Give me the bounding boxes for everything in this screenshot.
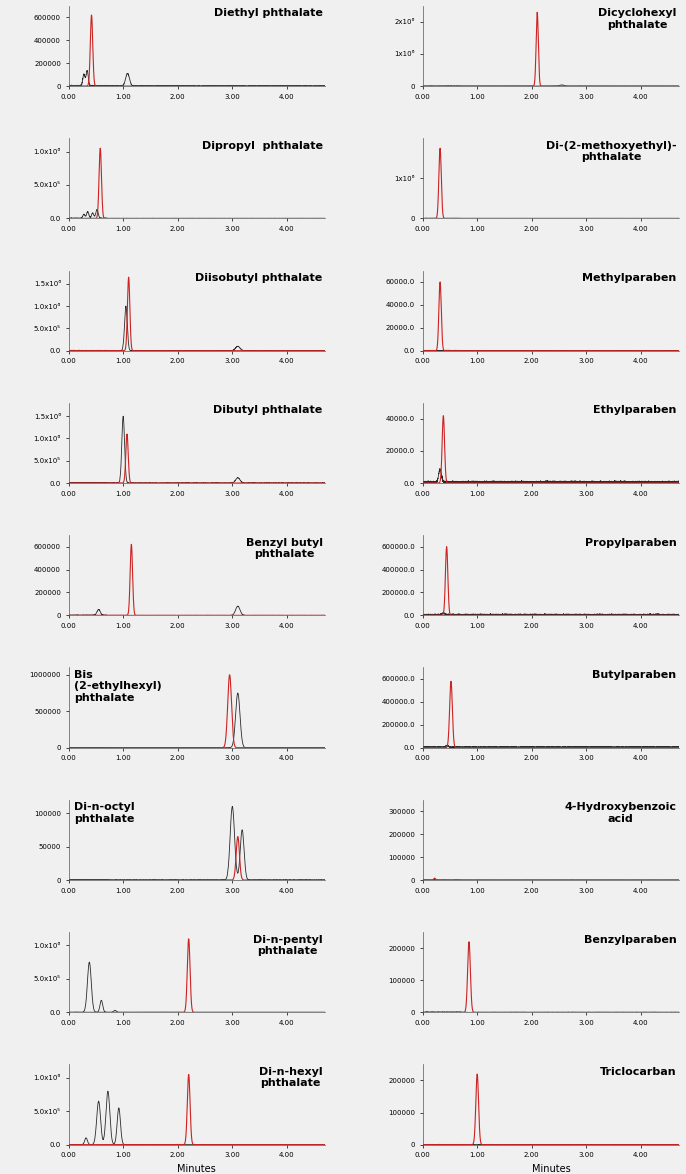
Text: Di-(2-methoxyethyl)-
phthalate: Di-(2-methoxyethyl)- phthalate <box>546 141 676 162</box>
Text: Triclocarban: Triclocarban <box>600 1067 676 1077</box>
Text: Benzylparaben: Benzylparaben <box>584 935 676 945</box>
Text: Ethylparaben: Ethylparaben <box>593 405 676 416</box>
Text: Di-n-octyl
phthalate: Di-n-octyl phthalate <box>73 802 134 824</box>
Text: Dibutyl phthalate: Dibutyl phthalate <box>213 405 322 416</box>
Text: Dipropyl  phthalate: Dipropyl phthalate <box>202 141 322 150</box>
Text: Bis
(2-ethylhexyl)
phthalate: Bis (2-ethylhexyl) phthalate <box>73 670 161 703</box>
X-axis label: Minutes: Minutes <box>178 1163 216 1174</box>
Text: Di-n-hexyl
phthalate: Di-n-hexyl phthalate <box>259 1067 322 1088</box>
Text: Diethyl phthalate: Diethyl phthalate <box>214 8 322 19</box>
Text: Propylparaben: Propylparaben <box>585 538 676 547</box>
Text: Di-n-pentyl
phthalate: Di-n-pentyl phthalate <box>253 935 322 956</box>
Text: Methylparaben: Methylparaben <box>582 272 676 283</box>
Text: 4-Hydroxybenzoic
acid: 4-Hydroxybenzoic acid <box>565 802 676 824</box>
Text: Benzyl butyl
phthalate: Benzyl butyl phthalate <box>246 538 322 559</box>
X-axis label: Minutes: Minutes <box>532 1163 570 1174</box>
Text: Butylparaben: Butylparaben <box>593 670 676 680</box>
Text: Dicyclohexyl
phthalate: Dicyclohexyl phthalate <box>598 8 676 29</box>
Text: Diisobutyl phthalate: Diisobutyl phthalate <box>196 272 322 283</box>
